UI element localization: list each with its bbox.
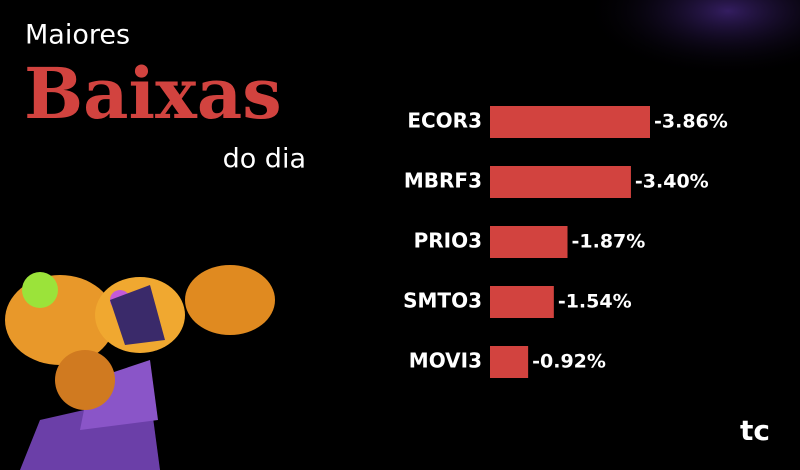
logo: tc	[740, 414, 770, 447]
category-label: MBRF3	[404, 169, 482, 193]
category-label: ECOR3	[407, 109, 482, 133]
value-label: -3.40%	[635, 171, 709, 193]
background-glow	[560, 0, 800, 110]
category-label: MOVI3	[409, 349, 482, 373]
bar	[490, 346, 529, 378]
category-label: SMTO3	[403, 289, 482, 313]
illustration	[5, 265, 275, 470]
bar	[490, 106, 650, 138]
title-top: Maiores	[25, 20, 130, 51]
value-label: -1.87%	[572, 231, 646, 253]
value-label: -0.92%	[532, 351, 606, 373]
bar	[490, 286, 554, 318]
value-label: -3.86%	[654, 111, 728, 133]
value-label: -1.54%	[558, 291, 632, 313]
title-bottom: do dia	[223, 144, 306, 175]
category-label: PRIO3	[414, 229, 482, 253]
bar	[490, 226, 568, 258]
bar	[490, 166, 631, 198]
title-main: Baixas	[24, 52, 282, 135]
